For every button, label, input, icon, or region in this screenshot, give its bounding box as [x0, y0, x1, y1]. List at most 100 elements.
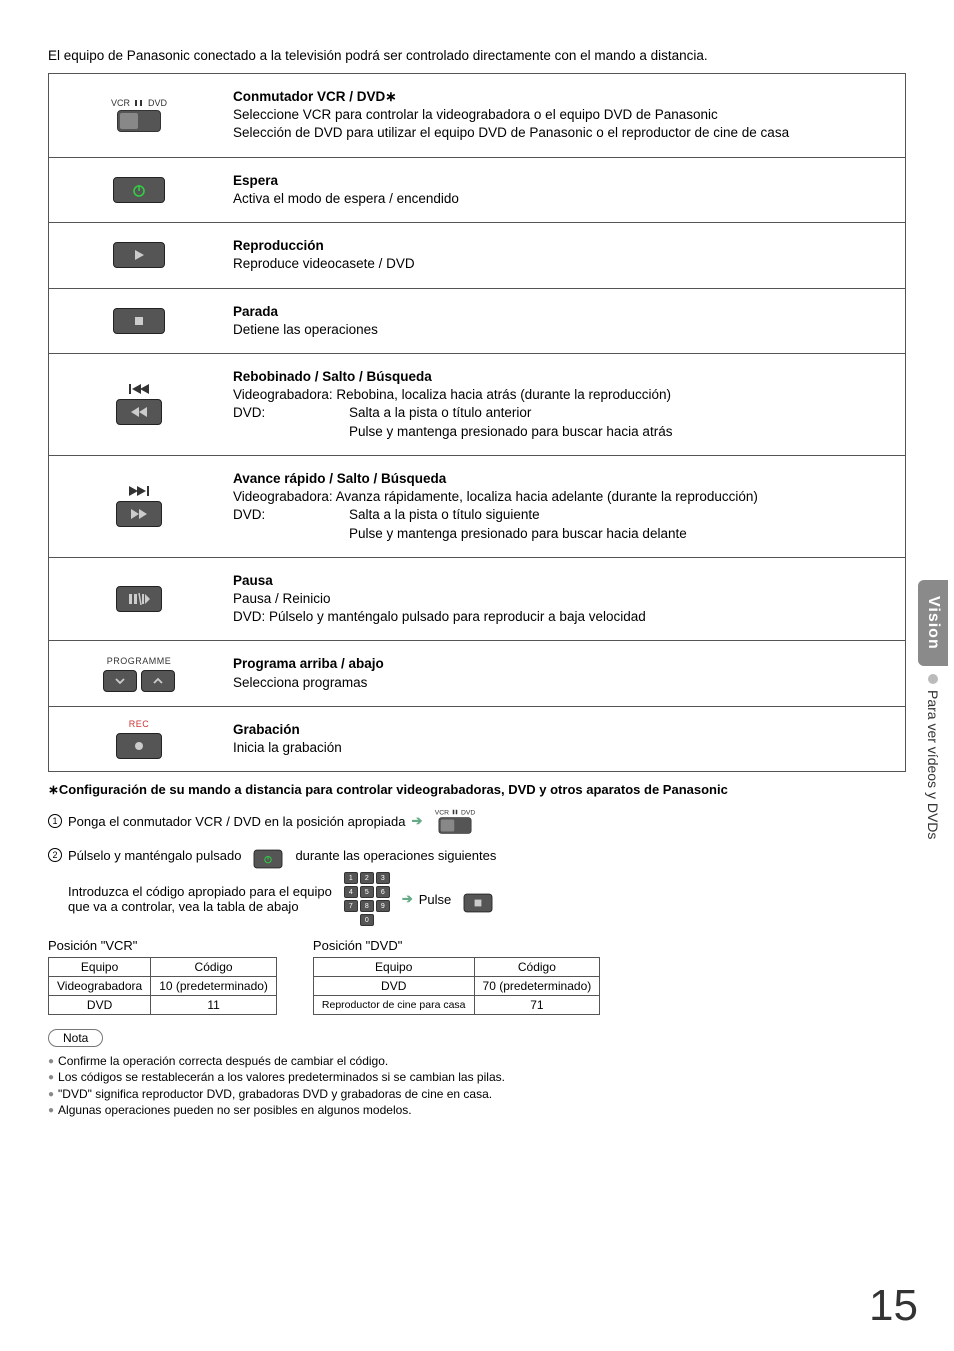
record-button[interactable] [116, 733, 162, 759]
rewind-title: Rebobinado / Salto / Búsqueda [233, 368, 891, 386]
code-intro-l2: que va a controlar, vea la tabla de abaj… [68, 899, 332, 914]
programme-label: PROGRAMME [107, 656, 172, 666]
key-8: 8 [360, 900, 374, 912]
dvd-table-caption: Posición "DVD" [313, 938, 600, 953]
ff-dvd-l1: Salta a la pista o título siguiente [349, 506, 891, 524]
step2a-text: Púlselo y manténgalo pulsado [68, 848, 241, 863]
step2b-text: durante las operaciones siguientes [295, 848, 496, 863]
vcr-dvd-switch[interactable]: VCR DVD [111, 98, 167, 132]
key-4: 4 [344, 886, 358, 898]
pause-step-icon [128, 593, 150, 605]
power-icon [131, 182, 147, 198]
stop-title: Parada [233, 303, 891, 321]
dvd-table-block: Posición "DVD" EquipoCódigo DVD70 (prede… [313, 938, 600, 1015]
row-fastforward: Avance rápido / Salto / Búsqueda Videogr… [49, 456, 905, 558]
switch-line2: Selección de DVD para utilizar el equipo… [233, 124, 891, 142]
bullet-icon: ● [48, 1086, 54, 1102]
standby-desc: Activa el modo de espera / encendido [233, 190, 891, 208]
switch-title: Conmutador VCR / DVD∗ [233, 88, 891, 106]
standby-button[interactable] [113, 177, 165, 203]
dvd-r2c2: 71 [474, 996, 600, 1015]
vcr-r2c2: 11 [151, 996, 277, 1015]
programme-desc: Selecciona programas [233, 674, 891, 692]
row-pause: Pausa Pausa / Reinicio DVD: Púlselo y ma… [49, 558, 905, 642]
inline-power-button [254, 850, 283, 869]
page-number: 15 [869, 1281, 918, 1331]
vcr-r1c1: Videograbadora [49, 977, 151, 996]
ff-dvd-l2: Pulse y mantenga presionado para buscar … [349, 525, 891, 543]
standby-title: Espera [233, 172, 891, 190]
dvd-h1: Equipo [313, 958, 474, 977]
dvd-r1c2: 70 (predeterminado) [474, 977, 600, 996]
stop-desc: Detiene las operaciones [233, 321, 891, 339]
dot-icon [928, 674, 938, 684]
fastforward-button[interactable] [116, 501, 162, 527]
bullet-icon: ● [48, 1102, 54, 1118]
row-stop: Parada Detiene las operaciones [49, 289, 905, 354]
switch-line1: Seleccione VCR para controlar la videogr… [233, 106, 891, 124]
skip-back-icon [129, 383, 149, 395]
dvd-r2c1: Reproductor de cine para casa [313, 996, 474, 1015]
switch-cell: VCR DVD [49, 74, 229, 157]
note-4: Algunas operaciones pueden no ser posibl… [58, 1102, 412, 1118]
play-button[interactable] [113, 242, 165, 268]
switch-label-dvd: DVD [148, 98, 167, 108]
key-1: 1 [344, 872, 358, 884]
bullet-icon: ● [48, 1053, 54, 1069]
stop-button[interactable] [113, 308, 165, 334]
note-1: Confirme la operación correcta después d… [58, 1053, 388, 1069]
switch-label-vcr: VCR [111, 98, 130, 108]
rewind-button[interactable] [116, 399, 162, 425]
rewind-dvd-key: DVD: [233, 404, 349, 440]
row-record: REC Grabación Inicia la grabación [49, 707, 905, 771]
key-5: 5 [360, 886, 374, 898]
programme-up-button[interactable] [141, 670, 175, 692]
key-6: 6 [376, 886, 390, 898]
programme-down-button[interactable] [103, 670, 137, 692]
arrow-right-icon: ➔ [411, 813, 422, 829]
controls-table: VCR DVD Conmutador VCR / DVD∗ Seleccione… [48, 73, 906, 772]
dvd-h2: Código [474, 958, 600, 977]
arrow-right-icon-2: ➔ [402, 891, 413, 907]
vcr-table-caption: Posición "VCR" [48, 938, 277, 953]
rewind-vcr: Videograbadora: Rebobina, localiza hacia… [233, 386, 891, 404]
ff-title: Avance rápido / Salto / Búsqueda [233, 470, 891, 488]
rec-label: REC [129, 719, 150, 729]
fastforward-icon [130, 508, 148, 520]
config-step-1: 1 Ponga el conmutador VCR / DVD en la po… [48, 804, 906, 838]
key-9: 9 [376, 900, 390, 912]
config-heading: ∗Configuración de su mando a distancia p… [48, 782, 906, 798]
pause-button[interactable] [116, 586, 162, 612]
page: El equipo de Panasonic conectado a la te… [0, 0, 954, 1351]
step-number-2: 2 [48, 848, 62, 862]
pause-l1: Pausa / Reinicio [233, 590, 891, 608]
key-3: 3 [376, 872, 390, 884]
dvd-code-table: EquipoCódigo DVD70 (predeterminado) Repr… [313, 957, 600, 1015]
vcr-r2c1: DVD [49, 996, 151, 1015]
vcr-h2: Código [151, 958, 277, 977]
play-icon [132, 248, 146, 262]
chevron-up-icon [153, 676, 163, 686]
side-tab-label: Vision [918, 580, 948, 666]
config-step-2: 2 Púlselo y manténgalo pulsado durante l… [48, 844, 906, 866]
step-number-1: 1 [48, 814, 62, 828]
rec-title: Grabación [233, 721, 891, 739]
pause-title: Pausa [233, 572, 891, 590]
switch-separator-icon [134, 98, 144, 108]
play-desc: Reproduce videocasete / DVD [233, 255, 891, 273]
play-title: Reproducción [233, 237, 891, 255]
config-code-entry: Introduzca el código apropiado para el e… [48, 872, 906, 926]
note-3: "DVD" significa reproductor DVD, grabado… [58, 1086, 492, 1102]
mini-dvd: DVD [461, 809, 475, 817]
row-programme: PROGRAMME Programa arriba / abajo Selecc… [49, 641, 905, 706]
dvd-r1c1: DVD [313, 977, 474, 996]
mini-switch-icon: VCR DVD [435, 809, 476, 835]
numeric-keypad-icon: 1 2 3 4 5 6 7 8 9 0 [338, 872, 396, 926]
ff-vcr: Videograbadora: Avanza rápidamente, loca… [233, 488, 891, 506]
code-tables: Posición "VCR" EquipoCódigo Videograbado… [48, 938, 906, 1015]
row-rewind: Rebobinado / Salto / Búsqueda Videograba… [49, 354, 905, 456]
key-2: 2 [360, 872, 374, 884]
ff-dvd-key: DVD: [233, 506, 349, 542]
note-2: Los códigos se restablecerán a los valor… [58, 1069, 505, 1085]
pulse-label: Pulse [419, 892, 452, 907]
